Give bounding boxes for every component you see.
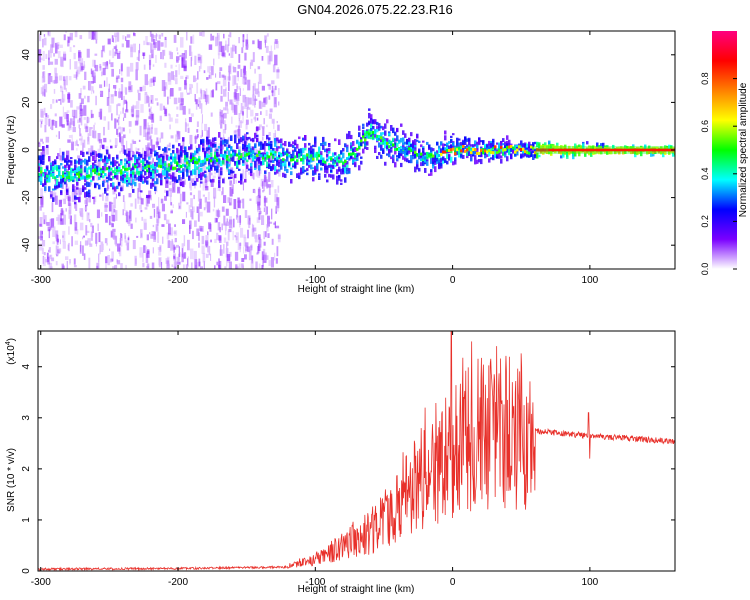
colorbar: 0.0 0.2 0.4 0.6 0.8 Normalized spectral ampl… — [700, 31, 749, 275]
y-tick-label: -20 — [21, 190, 32, 205]
y-tick-label: 4 — [21, 364, 32, 370]
y-tick-label: 3 — [21, 415, 32, 421]
x-tick-label: 0 — [450, 275, 456, 286]
y-tick-label: 0 — [21, 568, 32, 574]
snr-panel: -300 -200 -100 0 100 0 1 2 3 4 Height of straight… — [5, 330, 676, 595]
snr-xlabel: Height of straight line (km) — [298, 584, 415, 595]
snr-scale-label: (x104) — [5, 338, 17, 365]
y-tick-label: 1 — [21, 517, 32, 523]
x-tick-label: -100 — [305, 577, 325, 588]
snr-series-line — [38, 331, 675, 571]
colorbar-ticks: 0.0 0.2 0.4 0.6 0.8 — [700, 72, 737, 275]
x-tick-label: -300 — [31, 577, 51, 588]
x-tick-label: -200 — [168, 275, 188, 286]
x-tick-label: 100 — [582, 275, 599, 286]
x-tick-label: -300 — [31, 275, 51, 286]
x-tick-label: -100 — [305, 275, 325, 286]
y-tick-label: 2 — [21, 466, 32, 472]
y-tick-label: -40 — [21, 238, 32, 253]
x-tick-label: -200 — [168, 577, 188, 588]
snr-ticks: -300 -200 -100 0 100 0 1 2 3 4 — [21, 331, 675, 588]
y-tick-label: 0 — [21, 147, 32, 153]
spectrogram-ylabel: Frequency (Hz) — [6, 116, 17, 185]
colorbar-tick-label: 0.2 — [700, 215, 710, 228]
svg-text:(x104): (x104) — [5, 338, 17, 365]
snr-axes-frame — [37, 330, 676, 572]
colorbar-gradient — [712, 31, 737, 269]
colorbar-label: Normalized spectral amplitude — [738, 82, 749, 217]
colorbar-tick-label: 0.4 — [700, 168, 710, 181]
colorbar-tick-label: 0.8 — [700, 72, 710, 85]
snr-scale-exponent: 4 — [5, 341, 12, 345]
colorbar-tick-label: 0.0 — [700, 263, 710, 276]
y-tick-label: 40 — [21, 49, 32, 61]
snr-scale-prefix: (x10 — [6, 345, 17, 365]
y-tick-label: 20 — [21, 96, 32, 108]
figure-title: GN04.2026.075.22.23.R16 — [297, 2, 452, 17]
spectrogram-xlabel: Height of straight line (km) — [298, 284, 415, 295]
spectrogram-heatmap — [38, 31, 675, 269]
x-tick-label: 100 — [582, 577, 599, 588]
x-tick-label: 0 — [450, 577, 456, 588]
snr-ylabel: SNR (10 * v/v) — [6, 448, 17, 512]
colorbar-tick-label: 0.6 — [700, 120, 710, 133]
